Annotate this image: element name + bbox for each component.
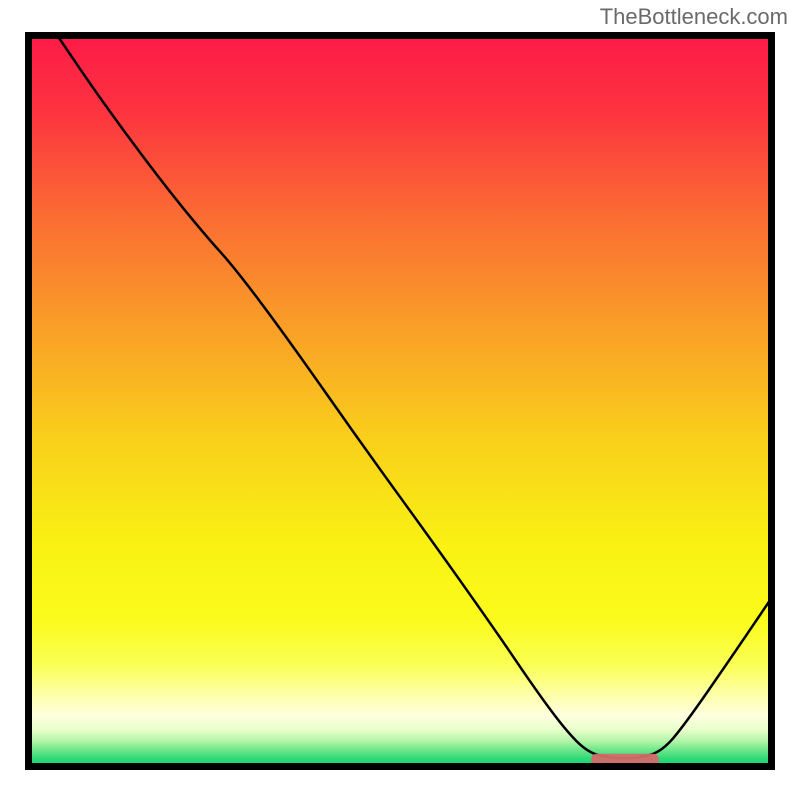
chart-svg	[0, 0, 800, 800]
gradient-background	[29, 36, 772, 767]
plot-area	[29, 32, 776, 767]
chart-root: TheBottleneck.com	[0, 0, 800, 800]
watermark-text: TheBottleneck.com	[600, 4, 788, 30]
